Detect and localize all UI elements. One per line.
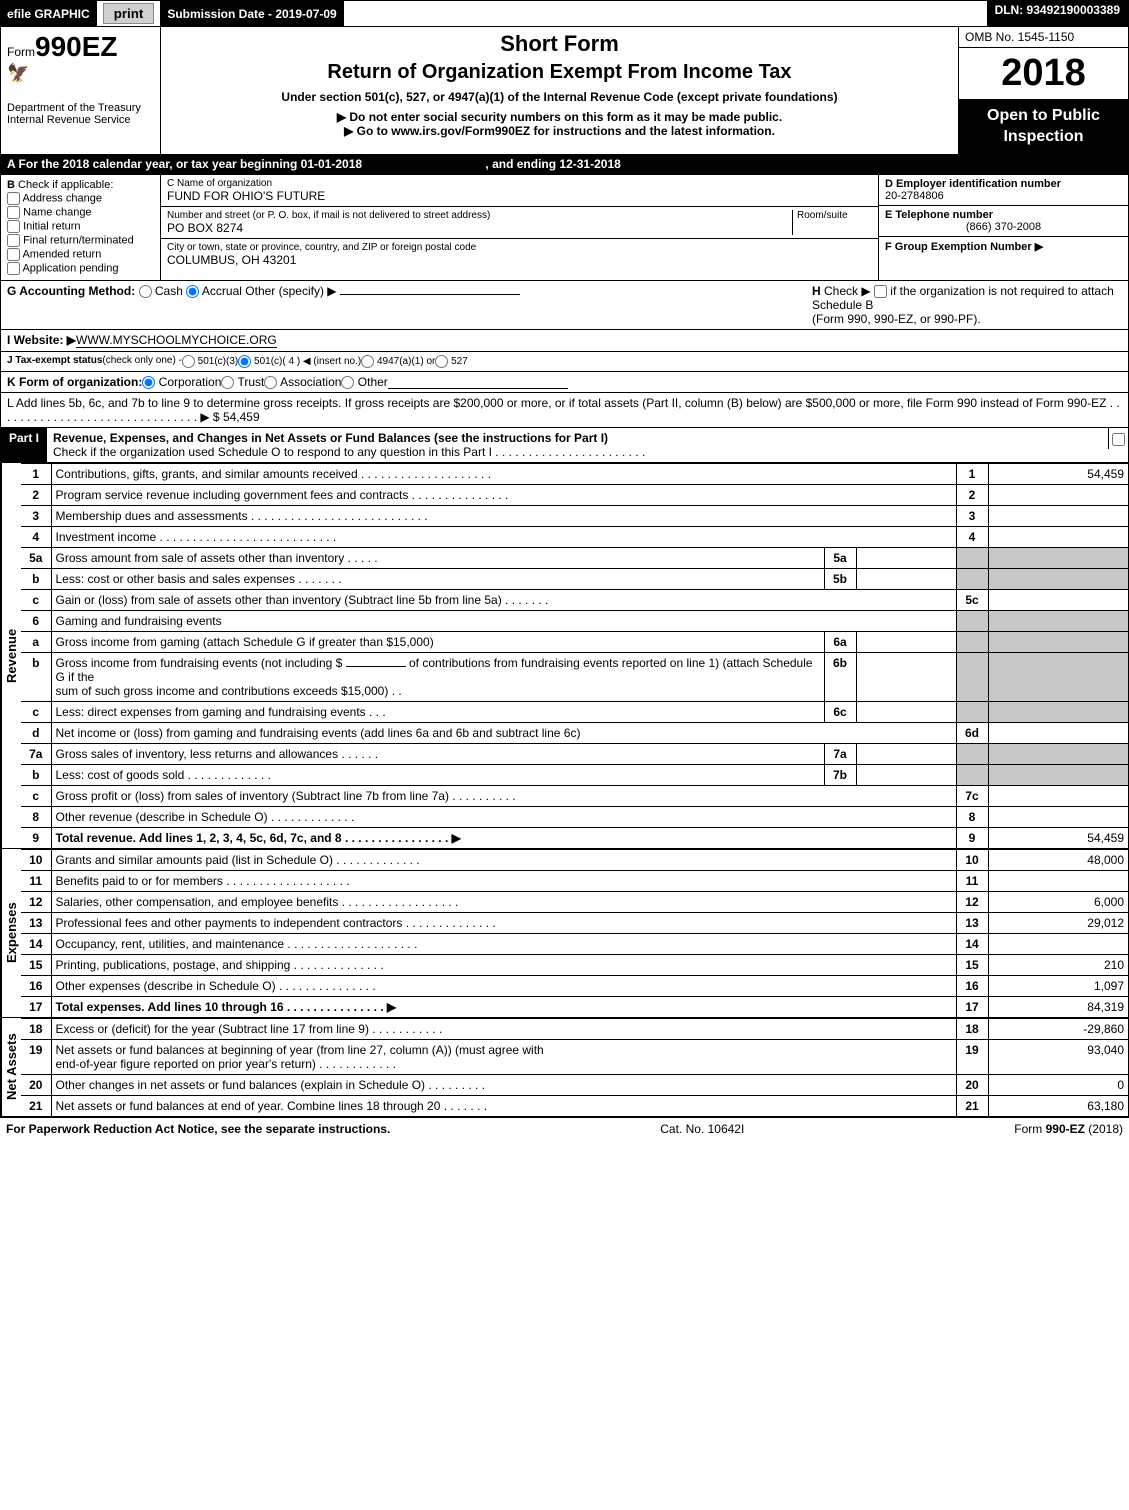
revenue-side-label: Revenue bbox=[1, 463, 21, 848]
netassets-table: 18Excess or (deficit) for the year (Subt… bbox=[21, 1018, 1128, 1116]
under-section: Under section 501(c), 527, or 4947(a)(1)… bbox=[167, 90, 952, 104]
part-i-label: Part I bbox=[1, 428, 47, 462]
chk-schedule-o[interactable] bbox=[1112, 433, 1125, 446]
chk-schedule-b[interactable] bbox=[874, 285, 887, 298]
radio-accrual[interactable]: Accrual bbox=[186, 284, 242, 298]
omb-number: OMB No. 1545-1150 bbox=[959, 27, 1128, 48]
short-form-title: Short Form bbox=[167, 31, 952, 57]
top-bar: efile GRAPHIC print Submission Date - 20… bbox=[0, 0, 1129, 27]
col-c: C Name of organization FUND FOR OHIO'S F… bbox=[161, 175, 878, 280]
revenue-table: 1Contributions, gifts, grants, and simil… bbox=[21, 463, 1128, 848]
open-public: Open to Public Inspection bbox=[959, 100, 1128, 154]
print-button[interactable]: print bbox=[103, 3, 155, 24]
addr-label: Number and street (or P. O. box, if mail… bbox=[167, 210, 792, 221]
footer-right: Form 990-EZ (2018) bbox=[1014, 1122, 1123, 1136]
form-prefix: Form bbox=[7, 45, 35, 59]
goto-link[interactable]: ▶ Go to www.irs.gov/Form990EZ for instru… bbox=[167, 124, 952, 138]
expenses-side-label: Expenses bbox=[1, 849, 21, 1017]
chk-final-return[interactable]: Final return/terminated bbox=[7, 234, 154, 247]
radio-501c4[interactable]: 501(c)( 4 ) ◀ (insert no.) bbox=[238, 355, 361, 368]
row-j: J Tax-exempt status (check only one) - 5… bbox=[1, 351, 1128, 371]
radio-cash[interactable]: Cash bbox=[139, 284, 183, 298]
ein-label: D Employer identification number bbox=[885, 178, 1061, 190]
header-right: OMB No. 1545-1150 2018 Open to Public In… bbox=[958, 27, 1128, 154]
chk-initial-return[interactable]: Initial return bbox=[7, 220, 154, 233]
expenses-section: Expenses 10Grants and similar amounts pa… bbox=[1, 848, 1128, 1017]
chk-address-change[interactable]: Address change bbox=[7, 192, 154, 205]
efile-label: efile GRAPHIC bbox=[1, 1, 97, 26]
info-row: B Check if applicable: Address change Na… bbox=[1, 174, 1128, 280]
ssn-note: ▶ Do not enter social security numbers o… bbox=[167, 110, 952, 124]
part-i-sub: Check if the organization used Schedule … bbox=[53, 445, 645, 459]
header-left: Form990EZ 🦅 Department of the Treasury I… bbox=[1, 27, 161, 154]
dln-label: DLN: 93492190003389 bbox=[987, 1, 1128, 26]
form-container: Form990EZ 🦅 Department of the Treasury I… bbox=[0, 27, 1129, 1118]
col-d: D Employer identification number 20-2784… bbox=[878, 175, 1128, 280]
header-row: Form990EZ 🦅 Department of the Treasury I… bbox=[1, 27, 1128, 154]
radio-527[interactable]: 527 bbox=[435, 355, 467, 368]
group-exempt-label: F Group Exemption Number ▶ bbox=[885, 241, 1043, 253]
ein-value: 20-2784806 bbox=[885, 190, 1122, 202]
return-title: Return of Organization Exempt From Incom… bbox=[167, 61, 952, 84]
col-b: B Check if applicable: Address change Na… bbox=[1, 175, 161, 280]
radio-trust[interactable]: Trust bbox=[221, 375, 264, 389]
row-g-h: G Accounting Method: Cash Accrual Other … bbox=[1, 280, 1128, 329]
phone-value: (866) 370-2008 bbox=[885, 221, 1122, 233]
c-name-label: C Name of organization bbox=[167, 178, 872, 189]
footer-left: For Paperwork Reduction Act Notice, see … bbox=[6, 1122, 390, 1136]
radio-assoc[interactable]: Association bbox=[264, 375, 341, 389]
dept-label: Department of the Treasury bbox=[7, 102, 154, 114]
submission-date: Submission Date - 2019-07-09 bbox=[161, 1, 343, 26]
org-name: FUND FOR OHIO'S FUTURE bbox=[167, 189, 872, 203]
line-a: A For the 2018 calendar year, or tax yea… bbox=[1, 154, 1128, 174]
radio-corp[interactable]: Corporation bbox=[142, 375, 221, 389]
chk-name-change[interactable]: Name change bbox=[7, 206, 154, 219]
po-box: PO BOX 8274 bbox=[167, 221, 792, 235]
row-k: K Form of organization: Corporation Trus… bbox=[1, 371, 1128, 392]
part-i-header: Part I Revenue, Expenses, and Changes in… bbox=[1, 427, 1128, 462]
row-i: I Website: ▶ WWW.MYSCHOOLMYCHOICE.ORG bbox=[1, 329, 1128, 351]
irs-label: Internal Revenue Service bbox=[7, 114, 154, 126]
tax-year: 2018 bbox=[959, 48, 1128, 100]
form-number: 990EZ bbox=[35, 31, 118, 62]
chk-amended[interactable]: Amended return bbox=[7, 248, 154, 261]
website-link[interactable]: WWW.MYSCHOOLMYCHOICE.ORG bbox=[76, 333, 277, 348]
chk-app-pending[interactable]: Application pending bbox=[7, 262, 154, 275]
radio-other[interactable]: Other bbox=[341, 375, 387, 389]
city-label: City or town, state or province, country… bbox=[167, 242, 872, 253]
footer: For Paperwork Reduction Act Notice, see … bbox=[0, 1118, 1129, 1140]
radio-4947[interactable]: 4947(a)(1) or bbox=[361, 355, 435, 368]
netassets-side-label: Net Assets bbox=[1, 1018, 21, 1116]
netassets-section: Net Assets 18Excess or (deficit) for the… bbox=[1, 1017, 1128, 1117]
city-val: COLUMBUS, OH 43201 bbox=[167, 253, 872, 267]
expenses-table: 10Grants and similar amounts paid (list … bbox=[21, 849, 1128, 1017]
part-i-title: Revenue, Expenses, and Changes in Net As… bbox=[53, 431, 608, 445]
radio-501c3[interactable]: 501(c)(3) bbox=[182, 355, 238, 368]
row-l: L Add lines 5b, 6c, and 7b to line 9 to … bbox=[1, 392, 1128, 427]
header-center: Short Form Return of Organization Exempt… bbox=[161, 27, 958, 154]
revenue-section: Revenue 1Contributions, gifts, grants, a… bbox=[1, 462, 1128, 848]
room-label: Room/suite bbox=[797, 210, 872, 221]
phone-label: E Telephone number bbox=[885, 209, 993, 221]
footer-center: Cat. No. 10642I bbox=[660, 1122, 744, 1136]
print-cell: print bbox=[97, 1, 162, 26]
